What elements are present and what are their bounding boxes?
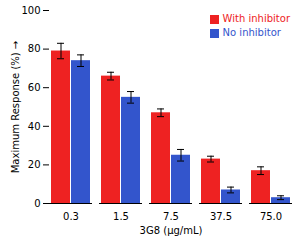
svg-text:40: 40 bbox=[28, 121, 41, 132]
svg-text:80: 80 bbox=[28, 43, 41, 54]
svg-text:100: 100 bbox=[21, 5, 40, 16]
svg-text:37.5: 37.5 bbox=[210, 211, 232, 222]
html-text:With inhibitor: With inhibitor bbox=[222, 13, 290, 24]
svg-text:7.5: 7.5 bbox=[163, 211, 179, 222]
svg-text:60: 60 bbox=[28, 82, 41, 93]
svg-text:75.0: 75.0 bbox=[260, 211, 282, 222]
svg-text:0.3: 0.3 bbox=[63, 211, 79, 222]
svg-text:0: 0 bbox=[34, 198, 40, 209]
svg-text:3G8 (μg/mL): 3G8 (μg/mL) bbox=[140, 225, 203, 236]
svg-text:Maximum Response (%) →: Maximum Response (%) → bbox=[10, 41, 21, 174]
svg-text:1.5: 1.5 bbox=[113, 211, 129, 222]
html-text:No inhibitor: No inhibitor bbox=[222, 27, 281, 38]
svg-text:20: 20 bbox=[28, 159, 41, 170]
